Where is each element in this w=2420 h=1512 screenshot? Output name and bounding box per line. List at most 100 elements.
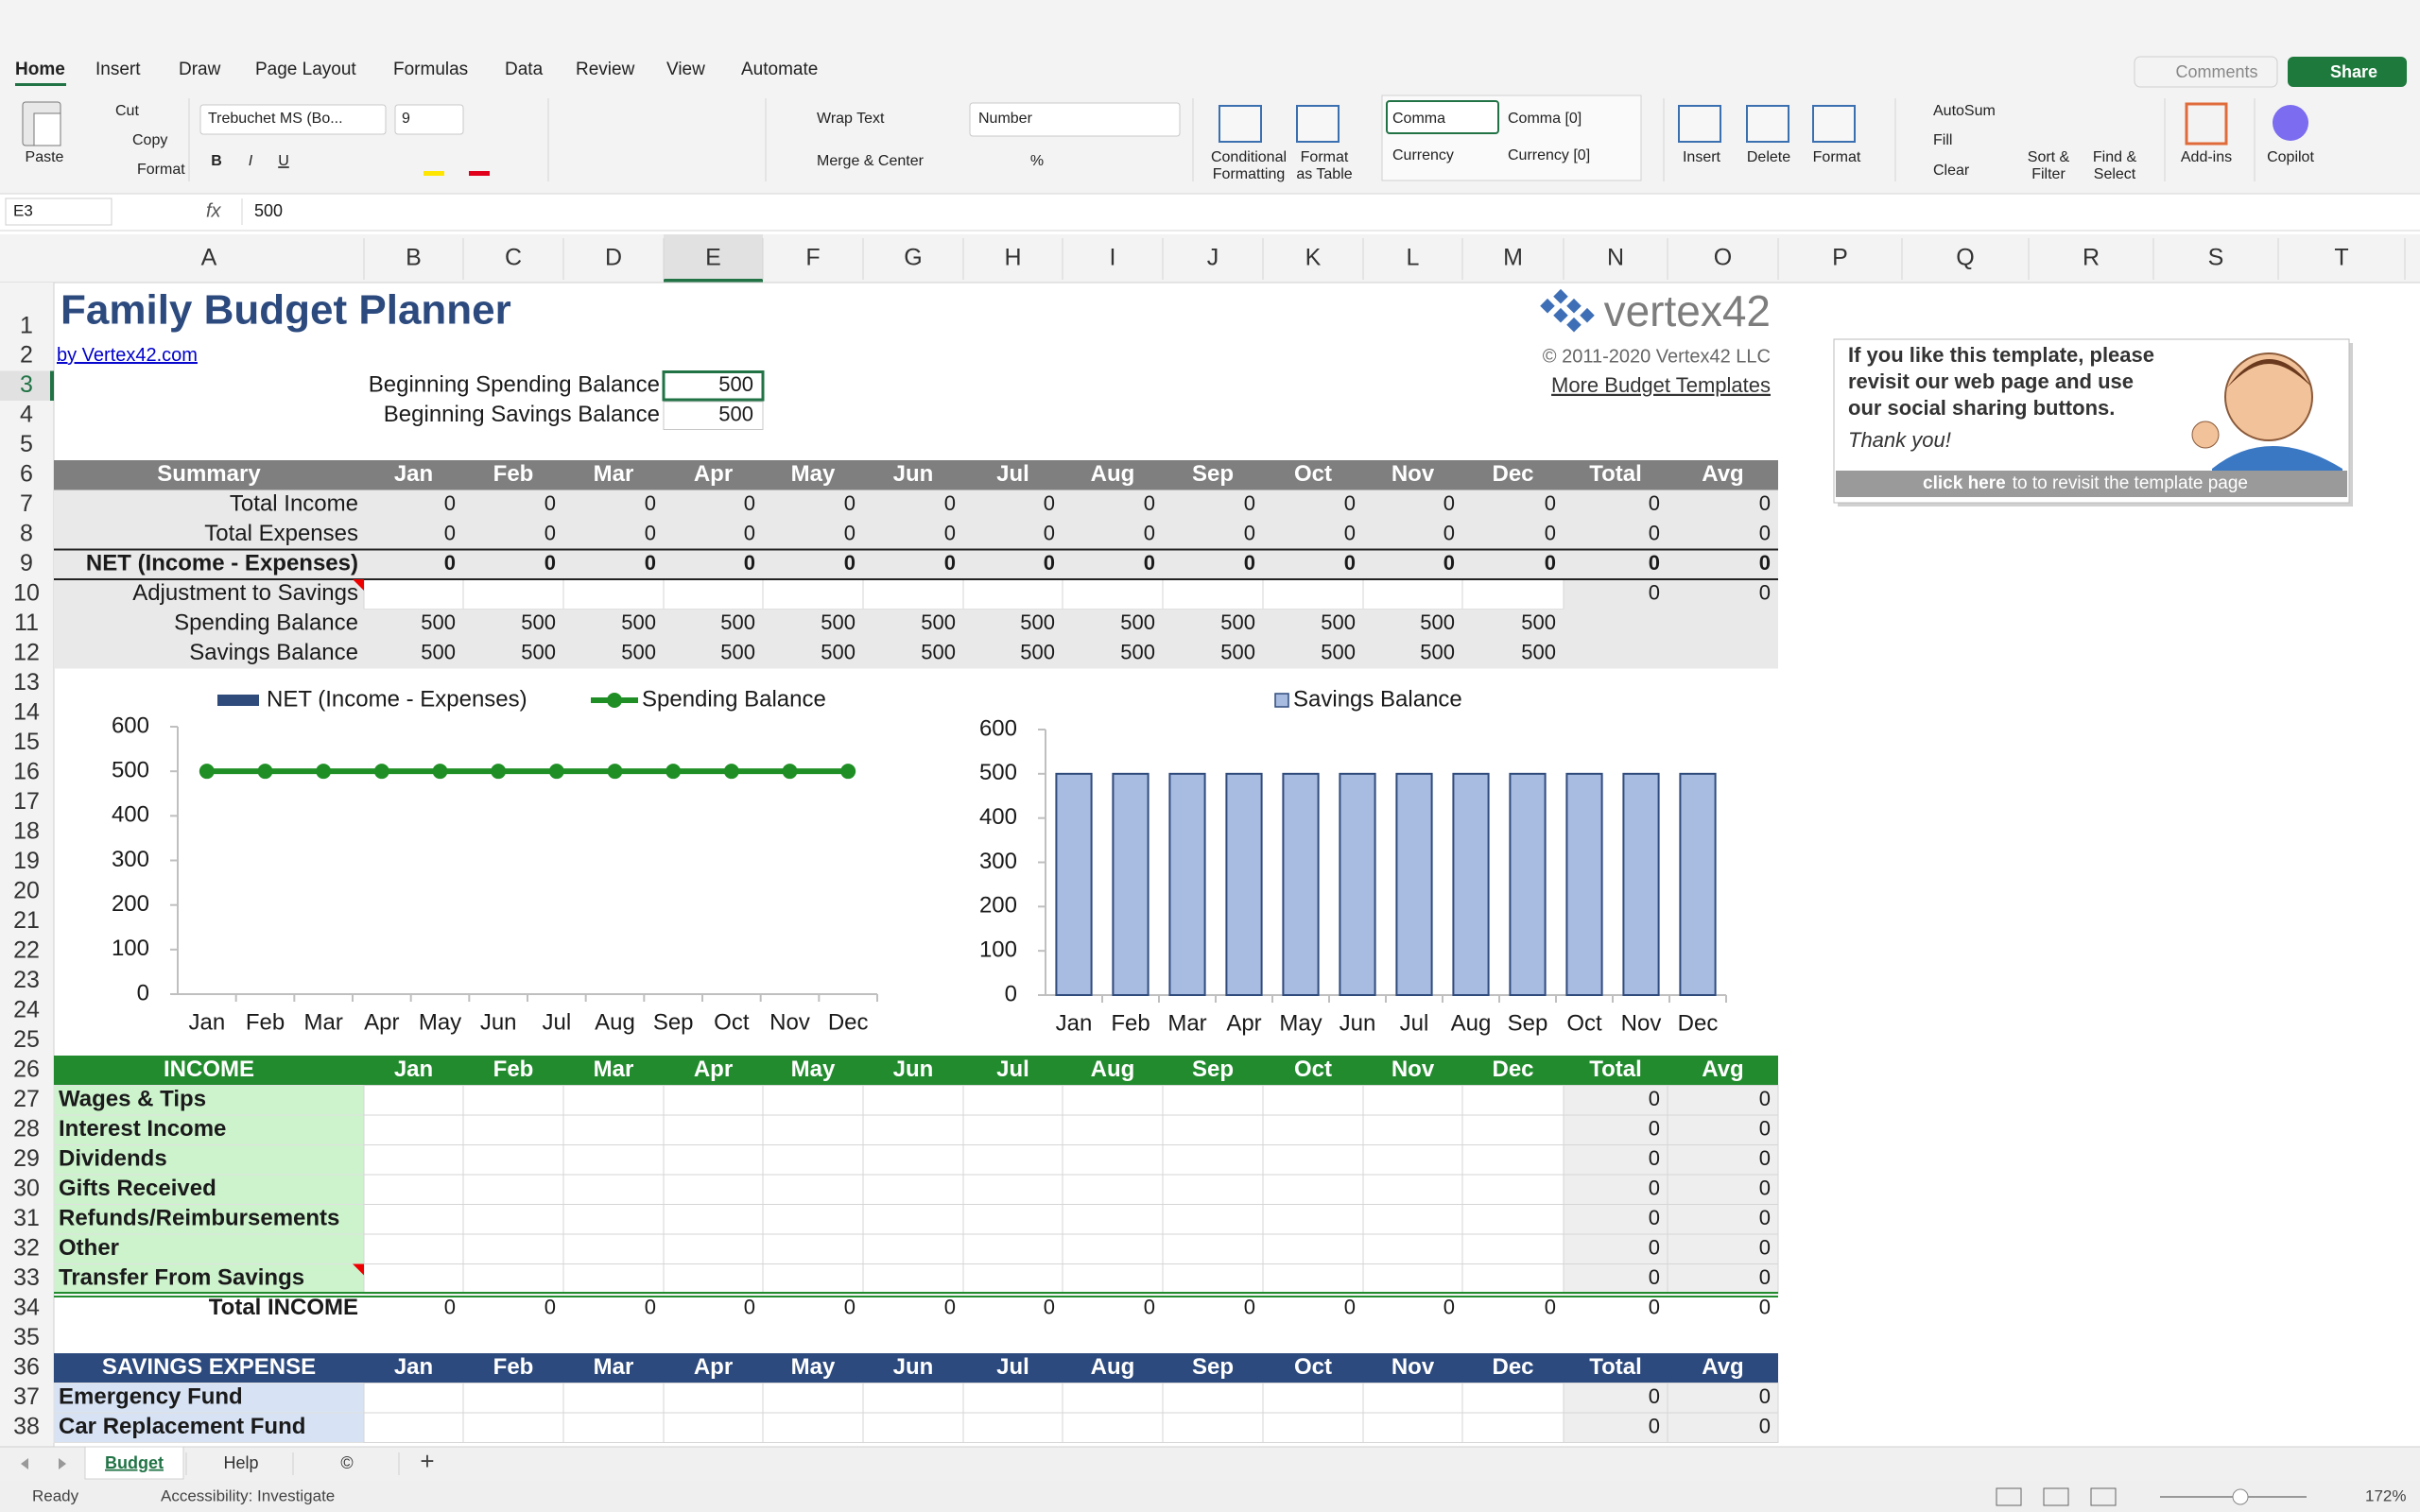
entry-cell [363, 1412, 464, 1443]
entry-cell [762, 1263, 864, 1295]
total-value: 0 [1649, 1296, 1660, 1319]
ribbon-button-label[interactable]: Delete [1747, 149, 1790, 165]
row-label: Other [59, 1235, 119, 1261]
entry-cell [1162, 1085, 1264, 1116]
ribbon-button-label[interactable]: % [1030, 153, 1044, 169]
ribbon-button-label[interactable]: Format [137, 162, 185, 178]
scroll-arrow [59, 1458, 66, 1469]
ribbon-tab[interactable]: Page Layout [255, 60, 356, 79]
ribbon-tab[interactable]: Insert [95, 60, 141, 79]
column-header: N [1607, 245, 1624, 271]
selected-column-indicator [664, 279, 763, 283]
ribbon-button-label[interactable]: 9 [402, 111, 410, 127]
ribbon-button-label[interactable]: Formatting [1213, 166, 1285, 182]
byline-link[interactable]: by Vertex42.com [57, 345, 198, 366]
x-tick-label: Mar [1167, 1010, 1206, 1036]
ribbon-button-label[interactable]: U [278, 153, 289, 169]
ribbon-button-label[interactable]: Sort & [2028, 149, 2070, 165]
x-tick-label: Oct [1566, 1010, 1602, 1036]
ribbon-button-label[interactable]: Comma [0] [1508, 111, 1582, 127]
add-sheet-button[interactable]: + [420, 1447, 434, 1475]
cell-value: 500 [1220, 610, 1255, 634]
ribbon-button-label[interactable]: Conditional [1211, 149, 1287, 165]
ribbon-tab[interactable]: View [666, 60, 705, 79]
savings-label-cell [53, 1412, 365, 1443]
table-column-heading: Avg [1702, 1057, 1743, 1082]
ribbon-tab[interactable]: Formulas [393, 60, 468, 79]
entry-cell [363, 1383, 464, 1414]
ribbon-button-label[interactable]: Insert [1683, 149, 1721, 165]
ribbon-button-label[interactable]: Copilot [2267, 149, 2314, 165]
entry-cell [562, 1114, 665, 1145]
ribbon-tab[interactable]: Automate [741, 60, 818, 79]
comments-button[interactable] [2134, 56, 2278, 88]
ribbon-button-label[interactable]: Cut [115, 103, 139, 119]
ribbon-tab[interactable]: Draw [179, 60, 221, 79]
sheet-tab[interactable]: © [340, 1453, 353, 1472]
balance-value: 500 [718, 372, 753, 396]
table-column-heading: Aug [1091, 461, 1135, 487]
ribbon-icon [1746, 105, 1789, 143]
ribbon-tab[interactable]: Data [505, 60, 544, 79]
ribbon-button-label[interactable]: Add-ins [2181, 149, 2232, 165]
table-column-heading: Nov [1392, 1057, 1435, 1082]
table-header-band [54, 1353, 1778, 1383]
cell-value: 500 [921, 641, 956, 664]
ribbon-button-label[interactable]: Clear [1933, 163, 1970, 179]
row-header: 5 [20, 431, 33, 457]
fx-label: fx [206, 200, 222, 221]
cell-value: 500 [1521, 610, 1556, 634]
status-accessibility[interactable]: Accessibility: Investigate [161, 1486, 335, 1504]
ribbon-button-label[interactable]: Format [1813, 149, 1861, 165]
ribbon-button-label[interactable]: Comma [1392, 111, 1445, 127]
ribbon-button-label[interactable]: Copy [132, 132, 167, 148]
entry-cell [1563, 1204, 1668, 1235]
entry-cell [462, 578, 564, 610]
ribbon-button-label[interactable]: Number [978, 111, 1033, 127]
ribbon-button-label[interactable]: Find & [2093, 149, 2137, 165]
column-header: G [904, 245, 922, 271]
ribbon-button-label[interactable]: Wrap Text [817, 111, 885, 127]
share-button[interactable] [2288, 57, 2407, 87]
sheet-tab[interactable]: Help [223, 1453, 258, 1472]
total-value: 0 [1545, 1296, 1556, 1319]
sheet-tab[interactable]: Budget [105, 1453, 164, 1472]
entry-cell [862, 1174, 964, 1205]
row-header: 30 [13, 1175, 40, 1201]
ribbon-button-label[interactable]: AutoSum [1933, 103, 1996, 119]
cell-value: 0 [1649, 1206, 1660, 1229]
templates-link[interactable]: More Budget Templates [1551, 373, 1771, 397]
ribbon-button-label[interactable]: B [211, 153, 222, 169]
number-format-box [969, 102, 1181, 137]
marker [432, 764, 448, 780]
ribbon-button-label[interactable]: Filter [2031, 166, 2066, 182]
cell-value: 0 [1649, 1177, 1660, 1200]
x-tick-label: Jul [542, 1009, 571, 1035]
row-header: 38 [13, 1413, 40, 1439]
bar [1282, 772, 1320, 996]
ribbon-button-label[interactable]: as Table [1296, 166, 1352, 182]
ribbon-button-label[interactable]: I [249, 153, 253, 169]
entry-cell [1062, 578, 1164, 610]
promo-footer-text[interactable]: click here to to revisit the template pag… [1923, 473, 2248, 493]
row-header: 36 [13, 1353, 40, 1380]
ribbon-tab[interactable]: Home [15, 60, 65, 79]
ribbon-button-label[interactable]: Format [1301, 149, 1349, 165]
ribbon-button-label[interactable]: Fill [1933, 132, 1952, 148]
ribbon-tab[interactable]: Review [576, 60, 635, 79]
ribbon-button-label[interactable]: Currency [1392, 147, 1454, 163]
column-header: D [605, 245, 622, 271]
row-header: 26 [13, 1056, 40, 1082]
ribbon-button-label[interactable]: Trebuchet MS (Bo... [208, 111, 343, 127]
ribbon-button-label[interactable]: Select [2094, 166, 2136, 182]
mascot-head [2224, 352, 2313, 441]
ribbon-button-label[interactable]: Merge & Center [817, 153, 925, 169]
column-header-band [0, 234, 2420, 283]
table-column-heading: Dec [1492, 1057, 1533, 1082]
table-column-heading: Oct [1294, 461, 1332, 487]
row-header: 16 [13, 758, 40, 784]
ribbon-button-label[interactable]: Currency [0] [1508, 147, 1590, 163]
row-header: 15 [13, 729, 40, 755]
ribbon-button-label[interactable]: Paste [26, 149, 64, 165]
status-ready: Ready [32, 1486, 79, 1504]
